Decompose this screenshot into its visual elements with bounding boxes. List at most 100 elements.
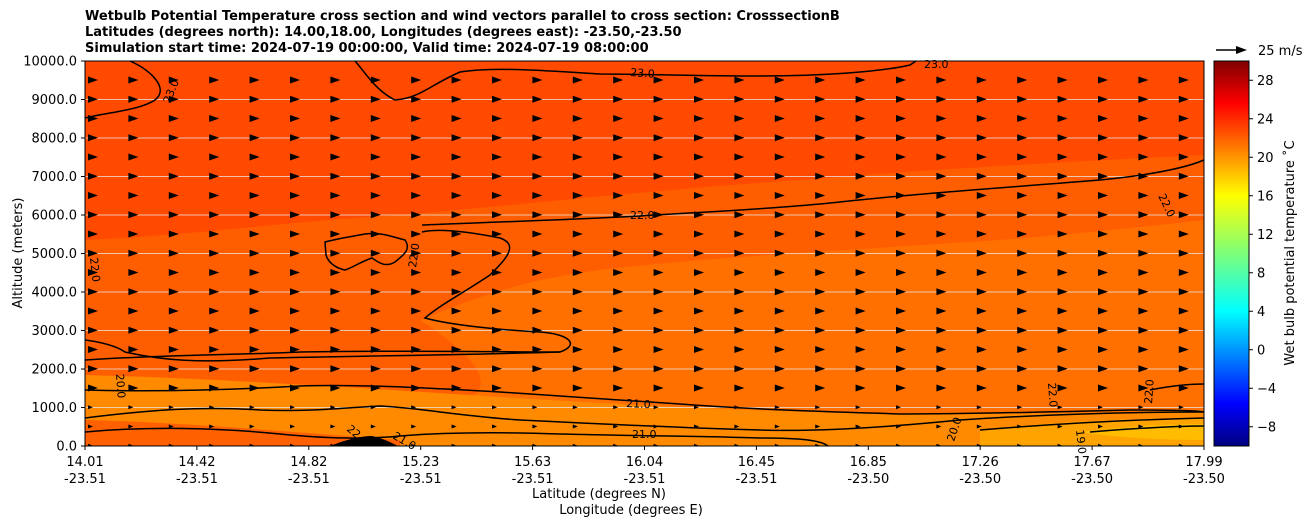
wind-vector	[774, 384, 785, 392]
wind-vector	[330, 443, 336, 446]
wind-vector	[451, 153, 462, 161]
wind-vector	[774, 192, 785, 199]
x-tick-label-lon: -23.51	[400, 472, 442, 487]
wind-vector	[653, 384, 664, 392]
contour-21-left	[85, 339, 561, 362]
wind-vector	[734, 405, 740, 410]
wind-vector	[572, 153, 583, 161]
wind-vector	[411, 153, 422, 161]
wind-vector	[330, 76, 341, 84]
contour-23-upper-left	[85, 61, 161, 119]
wind-vector	[855, 211, 866, 219]
wind-vector	[1057, 424, 1063, 429]
wind-vector	[168, 211, 179, 219]
wind-vector	[532, 230, 543, 238]
wind-vector	[451, 192, 462, 199]
wind-vector	[1098, 115, 1108, 122]
wind-vector	[1098, 153, 1108, 161]
wind-vector	[1178, 424, 1184, 429]
wind-vector	[1138, 172, 1149, 180]
wind-vector	[694, 230, 704, 238]
wind-vector	[411, 384, 422, 392]
wind-vector	[976, 269, 987, 276]
wind-vector	[976, 95, 987, 103]
wind-vector	[936, 326, 947, 334]
title-line-1: Wetbulb Potential Temperature cross sect…	[85, 9, 840, 24]
contour-label: 23.0	[630, 66, 655, 81]
wind-vector	[249, 192, 260, 199]
wind-vector	[896, 115, 906, 122]
contour-22-mid	[421, 159, 1204, 226]
wind-vector	[694, 76, 704, 84]
wind-vector	[411, 134, 422, 142]
wind-vector	[370, 95, 381, 103]
wind-vector	[128, 307, 139, 315]
wind-vector	[209, 443, 215, 446]
wind-vector	[249, 115, 260, 122]
wind-vector	[896, 153, 906, 161]
wind-vector	[976, 153, 987, 161]
contour-19	[979, 417, 1204, 431]
wind-vector	[532, 153, 543, 161]
x-tick-label-lat: 17.67	[1073, 455, 1110, 470]
wind-vector	[1138, 134, 1149, 142]
y-tick-label: 7000.0	[32, 170, 78, 185]
wind-vector	[1057, 326, 1068, 334]
wind-vector	[128, 249, 139, 257]
wind-vector	[774, 115, 785, 122]
wind-vector	[330, 211, 341, 219]
wind-vector	[451, 95, 462, 103]
wind-vector	[411, 424, 417, 429]
x-tick-label-lon: -23.50	[959, 472, 1001, 487]
wind-vector	[855, 192, 866, 199]
y-tick-label: 6000.0	[32, 209, 78, 224]
wind-vector	[1138, 424, 1144, 429]
wind-vector	[1138, 115, 1149, 122]
wind-vector	[168, 405, 174, 410]
wind-vector	[290, 211, 300, 219]
wind-vector	[88, 115, 98, 122]
wind-vector	[290, 443, 295, 446]
wind-vector	[128, 230, 139, 238]
wind-vector	[88, 172, 98, 180]
wind-vector	[249, 269, 260, 276]
wind-vector	[249, 230, 260, 238]
wind-vector	[209, 153, 220, 161]
colorbar-tick-label: 28	[1257, 74, 1274, 89]
wind-vector	[370, 424, 376, 429]
wind-vector	[613, 115, 624, 122]
wind-vector	[1178, 115, 1189, 122]
wind-vector	[1138, 192, 1149, 199]
wind-vector	[936, 307, 947, 315]
wind-vector	[572, 230, 583, 238]
wind-vector	[936, 443, 942, 446]
wind-vector	[370, 269, 381, 276]
wind-vector	[976, 307, 987, 315]
wind-vector	[613, 95, 624, 103]
wind-vector	[1138, 230, 1149, 238]
wind-vector	[209, 384, 220, 392]
wind-vector	[653, 326, 664, 334]
wind-vector	[734, 249, 745, 257]
wind-vector	[128, 269, 139, 276]
y-tick-label: 2000.0	[32, 363, 78, 378]
wind-vector	[330, 115, 341, 122]
wind-vector	[168, 443, 174, 446]
wind-vector	[855, 172, 866, 180]
title-line-2: Latitudes (degrees north): 14.00,18.00, …	[85, 25, 682, 40]
wind-vector	[694, 134, 704, 142]
wind-vector	[613, 384, 624, 392]
x-axis-label-longitude: Longitude (degrees E)	[559, 503, 703, 518]
y-axis: 0.0 1000.0 2000.0 3000.0 4000.0 5000.0 6000.0 7…	[23, 55, 85, 455]
wind-vector	[290, 346, 300, 353]
wind-vector	[1178, 153, 1189, 161]
wind-vector	[370, 346, 381, 353]
wind-vector	[694, 192, 704, 199]
wind-vector	[734, 134, 745, 142]
wind-vector	[896, 326, 906, 334]
wind-vector	[492, 76, 502, 84]
x-tick-label-lon: -23.50	[1183, 472, 1225, 487]
wind-vectors	[88, 76, 1189, 446]
wind-vector	[1098, 405, 1103, 410]
wind-vector	[774, 346, 785, 353]
